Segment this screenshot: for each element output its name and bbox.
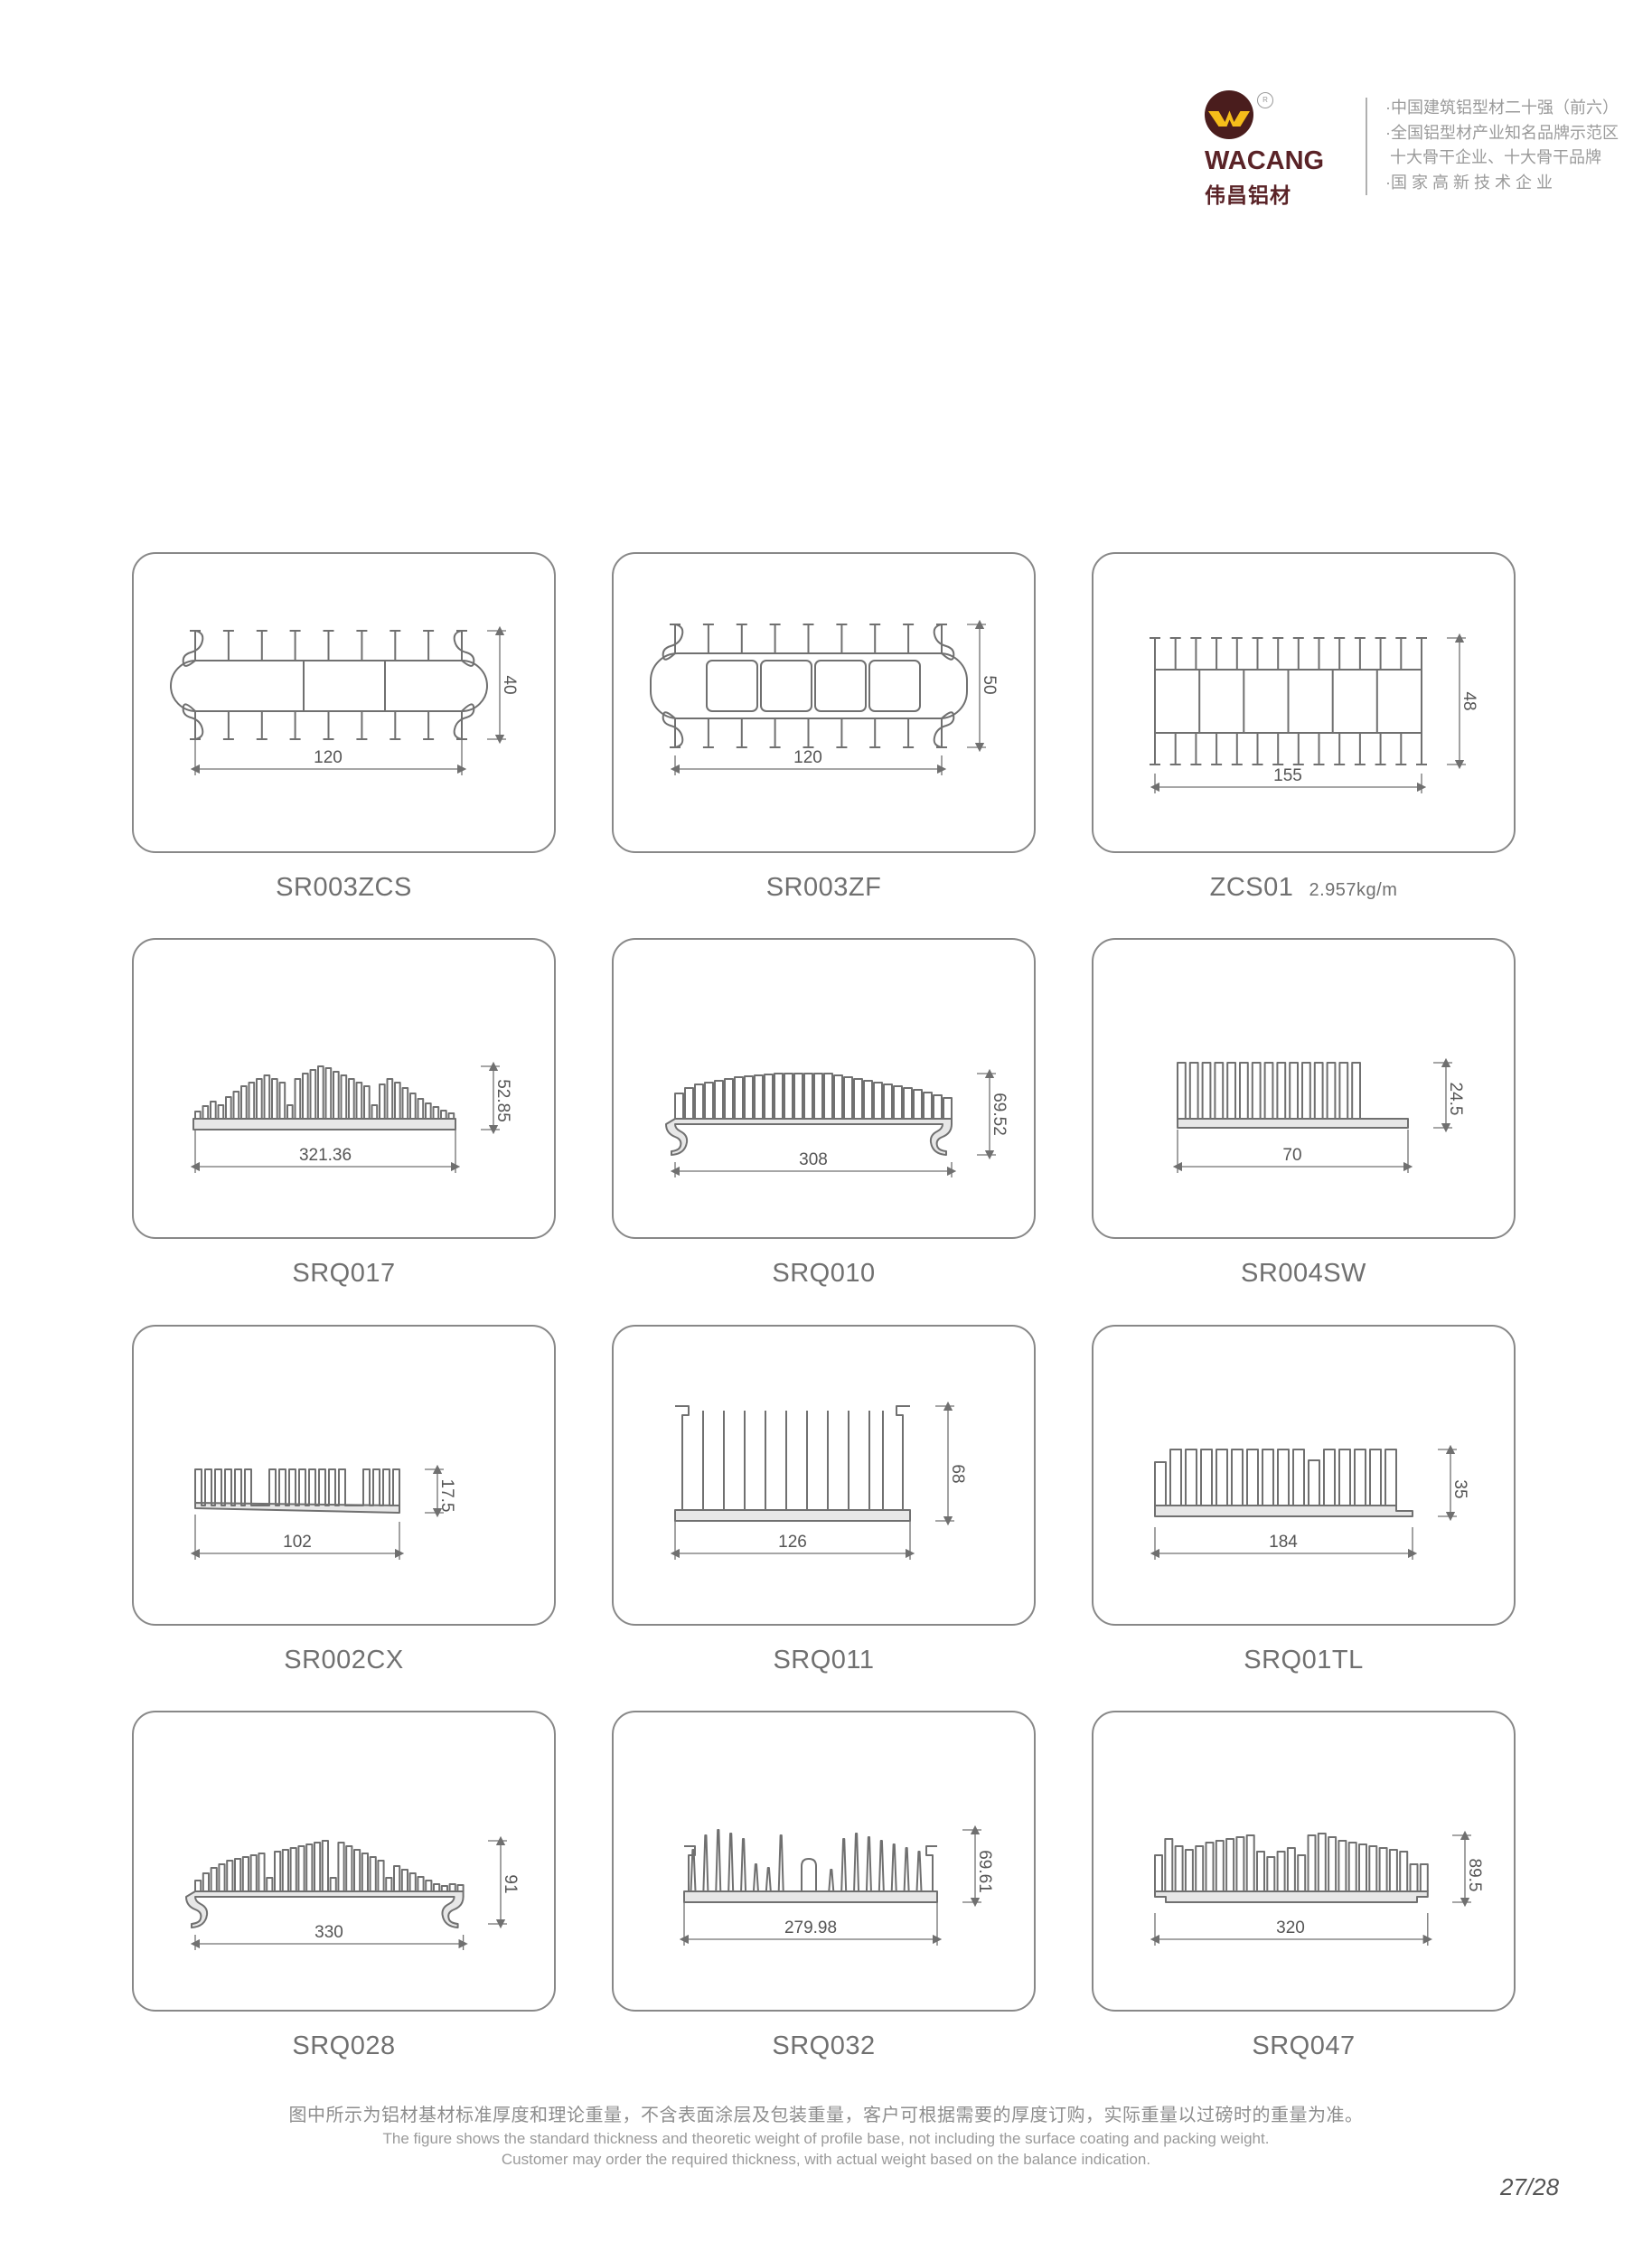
svg-text:68: 68 bbox=[948, 1464, 967, 1483]
svg-text:308: 308 bbox=[799, 1150, 828, 1169]
svg-text:24.5: 24.5 bbox=[1446, 1083, 1465, 1116]
svg-text:70: 70 bbox=[1282, 1146, 1301, 1165]
svg-text:40: 40 bbox=[500, 675, 519, 694]
svg-text:102: 102 bbox=[283, 1533, 312, 1552]
svg-text:120: 120 bbox=[793, 748, 822, 767]
svg-text:35: 35 bbox=[1450, 1479, 1469, 1498]
svg-text:48: 48 bbox=[1460, 691, 1478, 710]
svg-text:320: 320 bbox=[1276, 1918, 1305, 1937]
svg-text:330: 330 bbox=[314, 1923, 343, 1942]
svg-text:120: 120 bbox=[314, 748, 343, 767]
svg-text:321.36: 321.36 bbox=[299, 1146, 352, 1165]
svg-text:126: 126 bbox=[778, 1533, 807, 1552]
svg-text:50: 50 bbox=[980, 675, 999, 694]
svg-text:89.5: 89.5 bbox=[1465, 1859, 1484, 1892]
svg-text:279.98: 279.98 bbox=[784, 1918, 837, 1937]
svg-text:17.5: 17.5 bbox=[437, 1479, 456, 1513]
svg-text:184: 184 bbox=[1269, 1533, 1298, 1552]
svg-text:69.61: 69.61 bbox=[975, 1850, 994, 1893]
svg-text:155: 155 bbox=[1273, 766, 1302, 785]
svg-text:52.85: 52.85 bbox=[493, 1079, 512, 1122]
svg-text:69.52: 69.52 bbox=[990, 1093, 1009, 1136]
svg-text:91: 91 bbox=[501, 1874, 520, 1893]
